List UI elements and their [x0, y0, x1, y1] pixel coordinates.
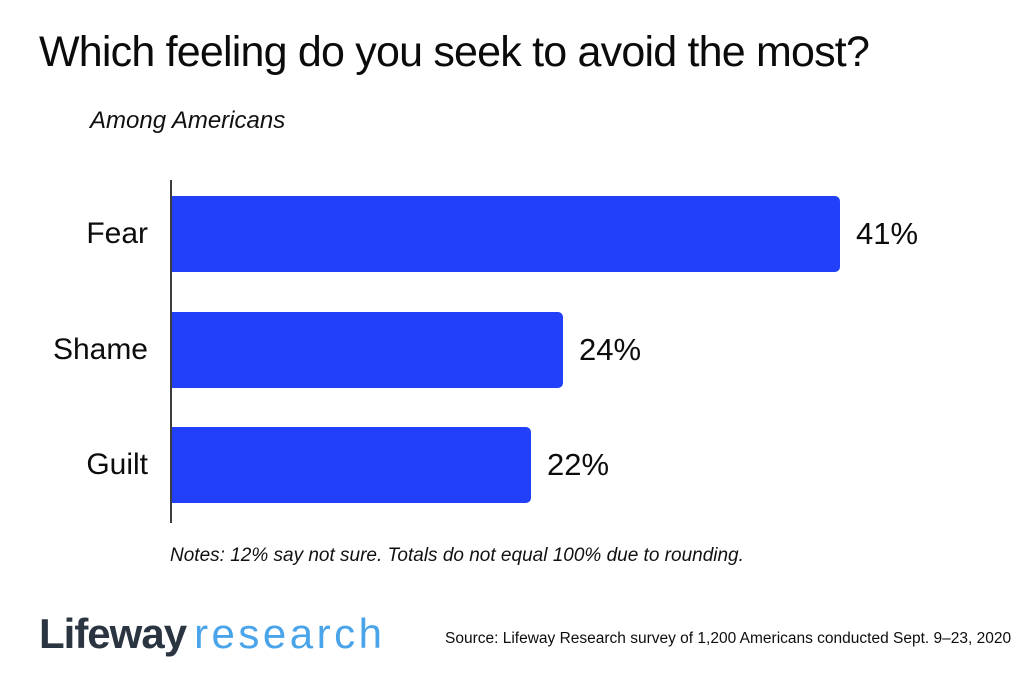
bar-shame	[172, 312, 563, 388]
category-label-guilt: Guilt	[86, 448, 148, 481]
value-label-fear: 41%	[856, 216, 919, 251]
category-label-shame: Shame	[52, 333, 148, 366]
bar-guilt	[172, 427, 531, 503]
bar-row-guilt: Guilt 22%	[0, 427, 1024, 503]
source-attribution: Source: Lifeway Research survey of 1,200…	[445, 630, 1012, 647]
value-label-guilt: 22%	[547, 447, 610, 482]
bar-row-shame: Shame 24%	[0, 312, 1024, 388]
logo-text-research: research	[194, 610, 386, 657]
chart-subtitle: Among Americans	[90, 107, 286, 134]
lifeway-research-logo: Lifeway research	[39, 610, 385, 658]
bar-track: 41%	[172, 196, 918, 272]
bar-fear	[172, 196, 840, 272]
logo-text-lifeway: Lifeway	[39, 610, 187, 657]
chart-title: Which feeling do you seek to avoid the m…	[39, 28, 870, 76]
chart-notes: Notes: 12% say not sure. Totals do not e…	[170, 545, 744, 566]
bar-row-fear: Fear 41%	[0, 196, 1024, 272]
category-label-fear: Fear	[86, 217, 148, 250]
bar-track: 22%	[172, 427, 609, 503]
y-axis-line	[170, 180, 172, 523]
value-label-shame: 24%	[579, 332, 642, 367]
bar-track: 24%	[172, 312, 641, 388]
